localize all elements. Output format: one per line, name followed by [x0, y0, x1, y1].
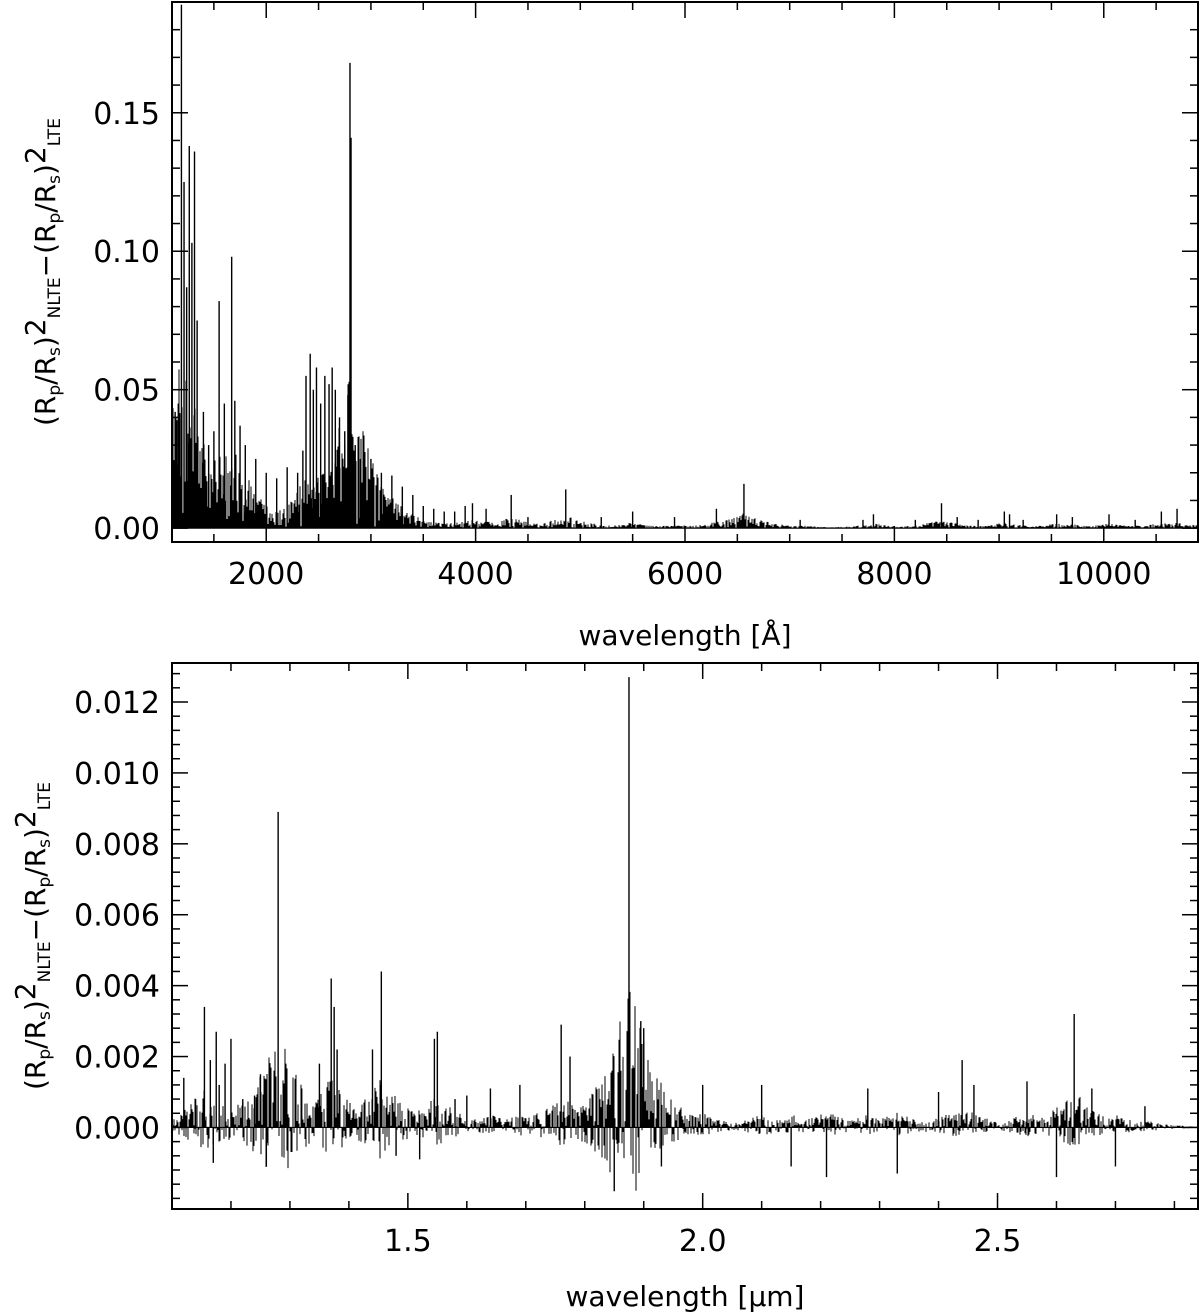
panel-bottom-xtick-label: 1.5: [384, 1224, 432, 1259]
panel-bottom-ytick-label: 0.002: [74, 1041, 160, 1076]
panel-top-ylabel-part: LTE: [45, 118, 65, 146]
panel-bottom-ylabel-part: p: [35, 877, 55, 888]
panel-top-ytick-label: 0.15: [93, 97, 160, 132]
panel-top-ytick-label: 0.00: [93, 512, 160, 547]
panel-top-ylabel-part: s: [45, 347, 65, 356]
panel-top-ylabel-part: /R: [29, 184, 62, 213]
panel-top-x-axis-label: wavelength [Å]: [578, 618, 791, 652]
panel-top-ylabel-part: p: [45, 385, 65, 396]
panel-bottom-yticks: 0.000 0.002 0.004 0.006 0.008 0.010 0.012: [74, 672, 1198, 1200]
panel-top-ylabel-part: 2: [19, 146, 52, 164]
panel-top-ylabel-part: −(R: [29, 224, 62, 278]
panel-bottom-line-texture: [171, 991, 1199, 1191]
panel-bottom-ylabel-part: /R: [19, 848, 52, 877]
panel-top-line-texture: [171, 369, 1199, 529]
panel-top-ytick-label: 0.10: [93, 235, 160, 270]
panel-bottom-chart: 1.5 2.0 2.5 0.000 0.002 0.004 0.006 0.008 0.010…: [9, 662, 1199, 1313]
panel-bottom-ytick-label: 0.000: [74, 1111, 160, 1146]
panel-bottom-ylabel-part: s: [35, 839, 55, 848]
panel-bottom-ytick-label: 0.012: [74, 686, 160, 721]
panel-top-series: [171, 4, 1199, 529]
panel-bottom-ytick-label: 0.008: [74, 828, 160, 863]
panel-top-xtick-label: 10000: [1056, 557, 1151, 592]
panel-bottom-ylabel-part: 2: [9, 982, 42, 1000]
panel-bottom-ytick-label: 0.004: [74, 970, 160, 1005]
panel-top-ylabel-part: ): [29, 336, 62, 347]
panel-bottom-xtick-label: 2.0: [679, 1224, 727, 1259]
panel-top-ylabel-part: p: [45, 213, 65, 224]
panel-top-xtick-label: 6000: [647, 557, 723, 592]
panel-top-ylabel-part: /R: [29, 356, 62, 385]
panel-bottom-xtick-label: 2.5: [974, 1224, 1022, 1259]
panel-top-ylabel-part: NLTE: [45, 277, 65, 318]
panel-top-ylabel-part: ): [29, 164, 62, 175]
panel-bottom-ytick-label: 0.006: [74, 899, 160, 934]
panel-bottom-ylabel-part: /R: [19, 1020, 52, 1049]
panel-bottom-ylabel-part: NLTE: [35, 941, 55, 982]
panel-bottom-ylabel-part: p: [35, 1049, 55, 1060]
panel-top-xticks: 2000 4000 6000 8000 10000: [213, 2, 1157, 592]
panel-bottom-ylabel-part: (R: [19, 1060, 52, 1090]
panel-top-chart: 2000 4000 6000 8000 10000 0.00 0.05 0.10 0.15 w…: [19, 1, 1199, 652]
panel-bottom-ytick-label: 0.010: [74, 757, 160, 792]
panel-top-yticks: 0.00 0.05 0.10 0.15: [93, 1, 1198, 547]
panel-bottom-xticks: 1.5 2.0 2.5: [171, 663, 1176, 1259]
panel-bottom-ylabel-part: −(R: [19, 888, 52, 942]
panel-top-xtick-label: 2000: [228, 557, 304, 592]
panel-top-ytick-label: 0.05: [93, 374, 160, 409]
panel-bottom-ylabel-part: LTE: [35, 782, 55, 810]
panel-bottom-ylabel-part: s: [35, 1011, 55, 1020]
panel-top-ylabel-part: 2: [19, 318, 52, 336]
panel-bottom-series: [171, 677, 1199, 1192]
panel-top-y-axis-label: (Rp/Rs)2NLTE−(Rp/Rs)2LTE: [19, 118, 65, 426]
panel-top-xtick-label: 8000: [856, 557, 932, 592]
panel-bottom-ylabel-part: 2: [9, 810, 42, 828]
panel-top-xtick-label: 4000: [437, 557, 513, 592]
panel-bottom-ylabel-part: ): [19, 1000, 52, 1011]
panel-top-ylabel-part: (R: [29, 396, 62, 426]
panel-top-ylabel-part: s: [45, 175, 65, 184]
panel-bottom-frame: [171, 662, 1199, 1210]
panel-bottom-ylabel-part: ): [19, 828, 52, 839]
panel-bottom-x-axis-label: wavelength [μm]: [566, 1280, 805, 1313]
panel-top-frame: [171, 1, 1199, 543]
panel-bottom-y-axis-label: (Rp/Rs)2NLTE−(Rp/Rs)2LTE: [9, 782, 55, 1090]
